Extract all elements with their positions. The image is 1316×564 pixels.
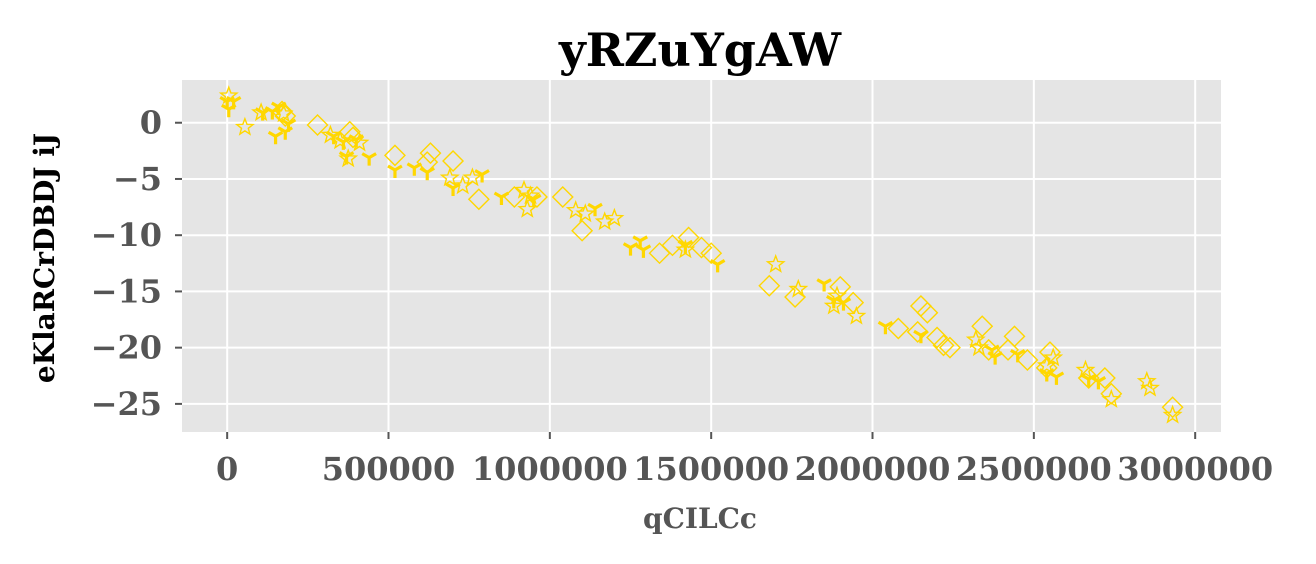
x-tick-label: 1000000 bbox=[472, 450, 628, 488]
y-tick-label: −15 bbox=[91, 272, 162, 310]
x-tick-label: 0 bbox=[216, 450, 238, 488]
y-tick-label: −20 bbox=[91, 329, 162, 367]
x-tick-label: 2000000 bbox=[795, 450, 951, 488]
y-tick-label: −5 bbox=[113, 160, 162, 198]
y-tick-label: 0 bbox=[140, 104, 162, 142]
x-tick-label: 3000000 bbox=[1117, 450, 1273, 488]
y-tick-label: −10 bbox=[91, 216, 162, 254]
y-axis-ticks: 0 −5 −10 −15 −20 −25 bbox=[91, 104, 182, 423]
x-tick-label: 2500000 bbox=[956, 450, 1112, 488]
x-tick-label: 500000 bbox=[322, 450, 456, 488]
x-axis-ticks: 0 500000 1000000 1500000 2000000 2500000 30000… bbox=[216, 432, 1273, 488]
y-tick-label: −25 bbox=[91, 385, 162, 423]
chart-title: yRZuYgAW bbox=[558, 23, 842, 77]
x-axis-label: qCILCc bbox=[643, 502, 757, 535]
y-axis-label: eKlaRCrDBDJ iJ bbox=[28, 133, 61, 383]
x-tick-label: 1500000 bbox=[633, 450, 789, 488]
